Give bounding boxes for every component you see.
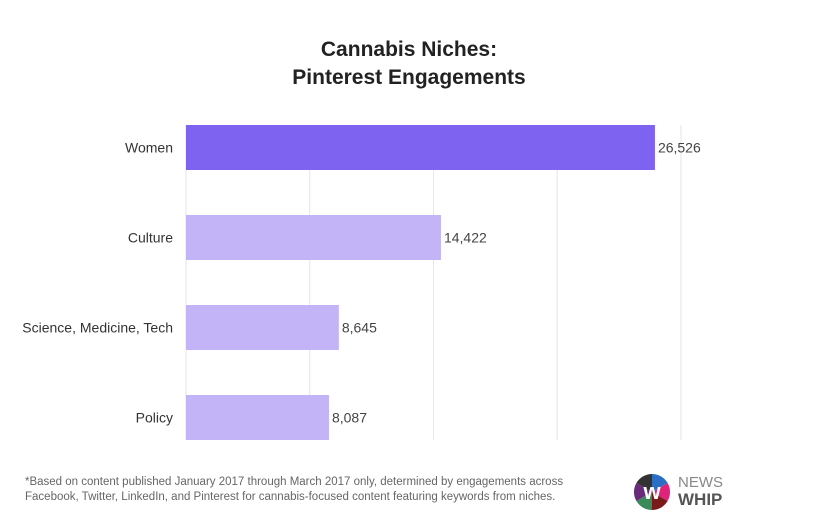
- category-label: Culture: [128, 230, 173, 246]
- footnote-line-1: *Based on content published January 2017…: [25, 476, 564, 488]
- category-label: Policy: [136, 410, 173, 426]
- bar: [186, 215, 441, 260]
- bar: [186, 125, 655, 170]
- category-label: Science, Medicine, Tech: [22, 320, 173, 336]
- value-label: 26,526: [658, 140, 701, 156]
- value-label: 8,645: [342, 320, 377, 336]
- value-label: 8,087: [332, 410, 367, 426]
- chart-subtitle: Pinterest Engagements: [292, 66, 526, 89]
- value-label: 14,422: [444, 230, 487, 246]
- category-label: Women: [125, 140, 173, 156]
- newswhip-logo: w NEWS WHIP: [633, 474, 723, 510]
- footnote-line-2: Facebook, Twitter, LinkedIn, and Pintere…: [25, 491, 556, 503]
- bar-chart: Women 26,526 Culture 14,422 Science, Medicin…: [22, 125, 701, 440]
- logo-whip: WHIP: [678, 490, 722, 509]
- bar: [186, 395, 329, 440]
- svg-text:w: w: [642, 479, 661, 504]
- bar: [186, 305, 339, 350]
- chart-title: Cannabis Niches:: [320, 38, 498, 61]
- logo-news: NEWS: [678, 474, 723, 491]
- footnote: *Based on content published January 2017…: [25, 475, 625, 505]
